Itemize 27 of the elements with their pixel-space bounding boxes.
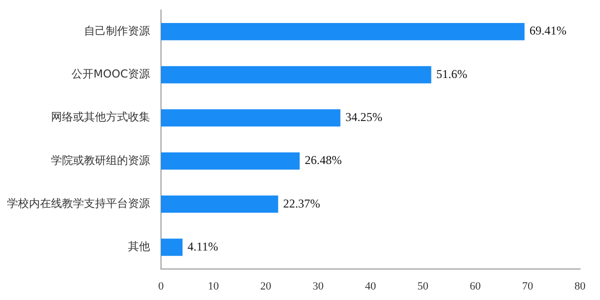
x-tick-label: 40 xyxy=(365,280,376,292)
x-tick-label: 60 xyxy=(470,280,482,292)
y-tick-label: 其他 xyxy=(128,240,150,254)
bar xyxy=(161,22,525,40)
data-label: 26.48% xyxy=(304,153,342,168)
bar xyxy=(161,195,278,213)
y-tick-label: 学校内在线教学支持平台资源 xyxy=(7,196,150,210)
x-tick-label: 30 xyxy=(312,280,324,292)
data-label: 51.6% xyxy=(436,66,468,81)
x-tick-label: 80 xyxy=(574,280,586,292)
bar xyxy=(161,109,340,126)
y-tick-label: 自己制作资源 xyxy=(84,24,150,38)
x-tick-label: 0 xyxy=(158,280,164,292)
x-tick-label: 10 xyxy=(208,280,220,292)
bar xyxy=(161,238,183,256)
data-label: 4.11% xyxy=(188,239,218,254)
x-tick-label: 50 xyxy=(417,280,429,292)
data-label: 34.25% xyxy=(345,110,382,124)
y-tick-label: 网络或其他方式收集 xyxy=(51,110,150,124)
data-label: 22.37% xyxy=(283,196,320,210)
y-tick-label: 学院或教研组的资源 xyxy=(51,154,150,167)
y-tick-label: 公开MOOC资源 xyxy=(72,68,150,81)
bar xyxy=(161,66,432,84)
data-label: 69.41% xyxy=(530,24,567,38)
bar xyxy=(161,152,300,170)
x-tick-label: 70 xyxy=(522,280,534,292)
x-tick-label: 20 xyxy=(260,280,272,292)
